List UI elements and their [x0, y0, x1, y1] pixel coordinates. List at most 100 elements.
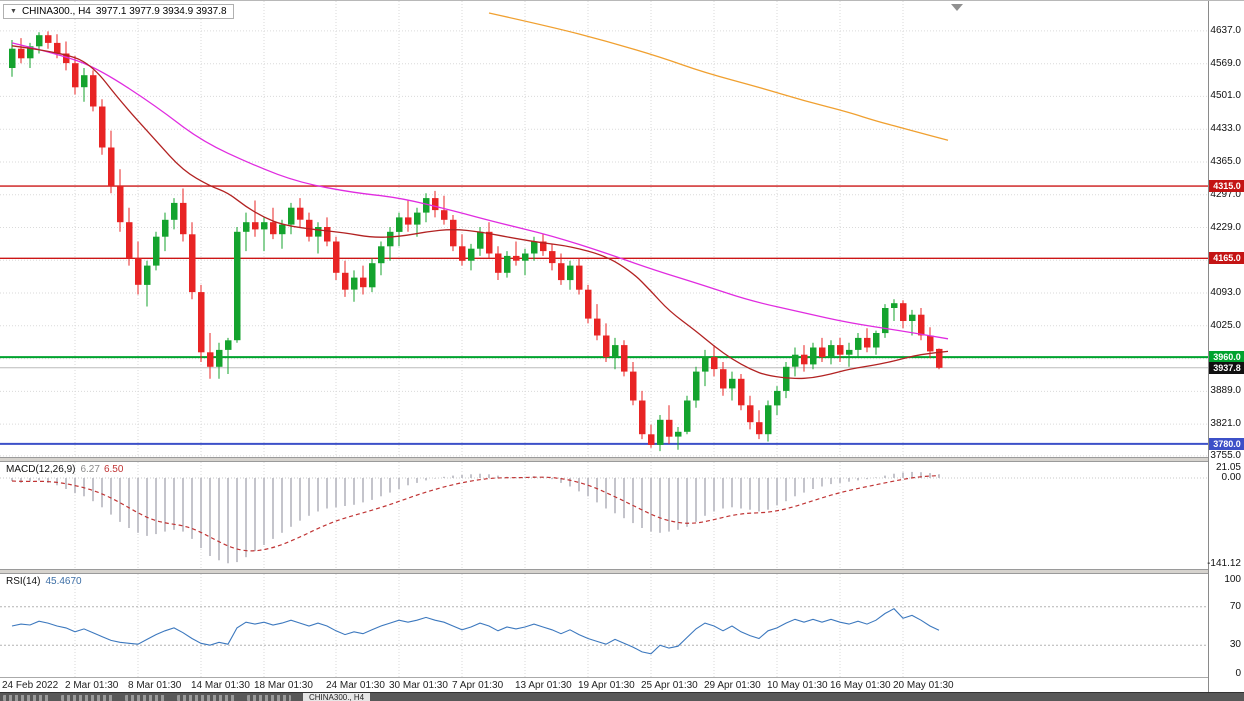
- candle-body: [639, 400, 646, 435]
- rsi-scale-label: 30: [1229, 639, 1241, 650]
- candle-body: [279, 224, 286, 235]
- candle-body: [396, 217, 403, 232]
- ma-magenta-line: [11, 42, 949, 340]
- time-label: 25 Apr 01:30: [641, 680, 698, 691]
- price-label: 4229.0: [1210, 222, 1241, 233]
- candle-body: [882, 308, 889, 334]
- candle-body: [810, 347, 817, 365]
- time-label: 24 Feb 2022: [2, 680, 59, 691]
- candle-body: [45, 35, 52, 43]
- support-line-badge: 3780.0: [1209, 438, 1244, 450]
- candle-body: [324, 227, 331, 242]
- chevron-down-icon[interactable]: ▼: [10, 7, 17, 15]
- candle-body: [360, 277, 367, 288]
- candle-body: [711, 357, 718, 370]
- price-label: 4569.0: [1210, 58, 1241, 69]
- candle-body: [684, 400, 691, 432]
- candle-body: [27, 46, 34, 59]
- price-label: 4365.0: [1210, 156, 1241, 167]
- rsi-line: [11, 608, 940, 655]
- candle-body: [576, 265, 583, 290]
- time-axis[interactable]: 24 Feb 2022 2 Mar 01:30 8 Mar 01:30 14 Mar …: [0, 677, 1208, 692]
- candle-body: [351, 277, 358, 290]
- time-label: 18 Mar 01:30: [254, 680, 313, 691]
- candle-body: [486, 231, 493, 254]
- candle-body: [792, 354, 799, 367]
- time-label: 13 Apr 01:30: [515, 680, 572, 691]
- chart-tab[interactable]: [125, 694, 165, 701]
- candle-body: [918, 314, 925, 336]
- candle-body: [99, 106, 106, 148]
- chart-tab[interactable]: [61, 694, 113, 701]
- price-label: 4433.0: [1210, 123, 1241, 134]
- candle-body: [414, 212, 421, 225]
- chart-tabs-bar[interactable]: CHINA300., H4: [0, 692, 1244, 701]
- candle-body: [468, 248, 475, 261]
- chart-tab[interactable]: [247, 694, 291, 701]
- candle-body: [936, 348, 943, 368]
- candle-body: [720, 369, 727, 389]
- candle-body: [261, 222, 268, 230]
- chart-tab[interactable]: [3, 694, 49, 701]
- time-label: 14 Mar 01:30: [191, 680, 250, 691]
- candle-body: [153, 236, 160, 266]
- candle-body: [873, 333, 880, 348]
- candle-body: [387, 231, 394, 247]
- candle-body: [855, 337, 862, 350]
- macd-scale-label: 0.00: [1221, 472, 1241, 483]
- candle-body: [585, 289, 592, 319]
- current-price-badge: 3937.8: [1209, 362, 1244, 374]
- candle-body: [603, 335, 610, 358]
- candle-body: [558, 263, 565, 281]
- candle-body: [9, 48, 16, 68]
- macd-signal-line: [11, 475, 940, 552]
- main-chart-canvas[interactable]: [0, 1, 1208, 457]
- chart-tab-active[interactable]: CHINA300., H4: [303, 693, 371, 701]
- macd-name: MACD(12,26,9): [6, 464, 76, 475]
- panel-separator[interactable]: [0, 569, 1244, 574]
- candle-body: [288, 207, 295, 225]
- candle-body: [513, 255, 520, 261]
- candle-body: [63, 53, 70, 64]
- candle-body: [648, 434, 655, 445]
- candle-body: [927, 335, 934, 352]
- candle-body: [738, 378, 745, 406]
- candle-body: [900, 303, 907, 321]
- candle-body: [819, 347, 826, 358]
- candle-body: [441, 210, 448, 220]
- ohlc-values: 3977.1 3977.9 3934.9 3937.8: [95, 6, 227, 17]
- price-label: 4501.0: [1210, 90, 1241, 101]
- candle-body: [675, 431, 682, 437]
- candle-body: [423, 198, 430, 213]
- time-label: 24 Mar 01:30: [326, 680, 385, 691]
- time-label: 7 Apr 01:30: [452, 680, 504, 691]
- candle-body: [747, 405, 754, 423]
- candle-body: [594, 318, 601, 336]
- candle-body: [369, 263, 376, 288]
- time-label: 30 Mar 01:30: [389, 680, 448, 691]
- rsi-scale-label: 100: [1224, 574, 1241, 585]
- macd-value-signal: 6.50: [103, 464, 124, 475]
- rsi-panel-canvas[interactable]: [0, 574, 1208, 677]
- candle-body: [702, 357, 709, 372]
- candle-body: [90, 75, 97, 107]
- price-scale[interactable]: 4637.0 4569.0 4501.0 4433.0 4365.0 4297.0 4229…: [1207, 1, 1244, 692]
- candle-body: [207, 352, 214, 367]
- rsi-value: 45.4670: [45, 576, 82, 587]
- macd-panel-canvas[interactable]: [0, 462, 1208, 569]
- candle-body: [342, 272, 349, 290]
- candle-body: [846, 349, 853, 355]
- ma-darkred-line: [11, 45, 949, 380]
- price-label: 4297.0: [1210, 189, 1241, 200]
- chart-tab[interactable]: [177, 694, 235, 701]
- candle-body: [162, 219, 169, 237]
- candle-body: [864, 337, 871, 348]
- price-label: 3821.0: [1210, 418, 1241, 429]
- candle-body: [135, 258, 142, 285]
- macd-indicator-label: MACD(12,26,9) 6.27 6.50: [6, 464, 123, 475]
- symbol-timeframe-label: CHINA300., H4: [21, 6, 91, 17]
- macd-scale-label: -141.12: [1207, 558, 1241, 569]
- candle-body: [729, 378, 736, 389]
- panel-separator[interactable]: [0, 457, 1244, 462]
- candle-body: [837, 345, 844, 355]
